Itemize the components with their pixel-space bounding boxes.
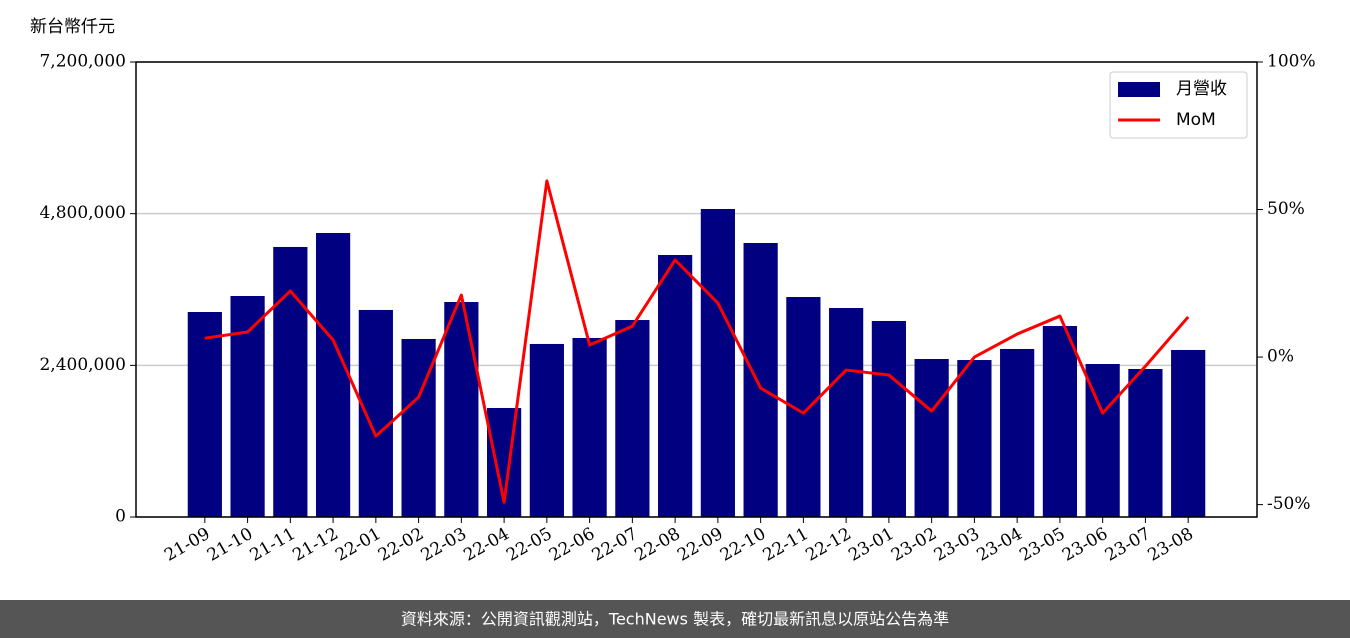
x-tick-label: 23-02: [888, 524, 940, 566]
x-tick-label: 22-02: [375, 524, 427, 566]
bar: [658, 254, 693, 517]
bar: [914, 359, 949, 517]
y2-tick-label: 50%: [1267, 199, 1305, 219]
legend-swatch: [1118, 82, 1160, 97]
y-tick-label: 0: [115, 507, 126, 527]
x-tick-label: 23-08: [1144, 524, 1196, 566]
x-tick-label: 22-10: [717, 524, 769, 566]
x-tick-label: 22-11: [760, 524, 812, 566]
y2-tick-label: 100%: [1267, 52, 1316, 72]
x-tick-label: 22-06: [546, 524, 598, 566]
bar: [230, 296, 265, 517]
footer-text: 資料來源：公開資訊觀測站，TechNews 製表，確切最新訊息以原站公告為準: [401, 610, 949, 629]
bar: [1128, 368, 1163, 517]
y2-tick-label: -50%: [1267, 494, 1311, 514]
bar: [358, 309, 393, 517]
x-tick-label: 23-04: [973, 524, 1025, 566]
x-tick-label: 23-03: [931, 524, 983, 566]
y2-tick-label: 0%: [1267, 347, 1294, 367]
bar: [444, 302, 479, 517]
bar: [829, 308, 864, 517]
y-tick-label: 7,200,000: [39, 52, 126, 72]
x-tick-label: 23-07: [1102, 524, 1154, 566]
y-tick-label: 2,400,000: [39, 355, 126, 375]
x-tick-label: 23-06: [1059, 524, 1111, 566]
bar: [572, 337, 607, 517]
line: [204, 179, 1190, 504]
bar: [1042, 326, 1078, 517]
bar: [1000, 348, 1035, 517]
x-tick-label: 23-05: [1016, 524, 1068, 566]
bar: [273, 246, 308, 517]
x-tick-label: 22-09: [674, 524, 726, 566]
legend-label: 月營收: [1176, 79, 1227, 99]
bar: [957, 360, 992, 517]
x-tick-label: 21-10: [204, 524, 256, 566]
legend-label: MoM: [1176, 110, 1216, 130]
plot-frame: [135, 61, 1258, 518]
x-tick-label: 22-03: [418, 524, 470, 566]
bar: [615, 320, 650, 517]
x-tick-label: 21-09: [161, 524, 213, 566]
x-tick-label: 22-07: [589, 524, 641, 566]
x-tick-label: 22-08: [631, 524, 683, 566]
x-tick-label: 23-01: [845, 524, 897, 566]
x-tick-label: 21-12: [289, 524, 341, 566]
x-tick-label: 21-11: [247, 524, 299, 566]
bar: [529, 343, 564, 517]
x-tick-label: 22-12: [802, 524, 854, 566]
y-tick-label: 4,800,000: [39, 203, 126, 223]
x-tick-label: 22-01: [332, 524, 384, 566]
y-axis-title: 新台幣仟元: [30, 17, 115, 37]
bar: [700, 208, 735, 517]
x-tick-label: 22-05: [503, 524, 555, 566]
bar: [187, 311, 222, 517]
bar: [315, 233, 351, 518]
bar: [871, 320, 906, 517]
footer-bar: [0, 600, 1350, 638]
bar: [1171, 349, 1206, 517]
x-tick-label: 22-04: [460, 524, 512, 566]
bar: [743, 242, 778, 517]
